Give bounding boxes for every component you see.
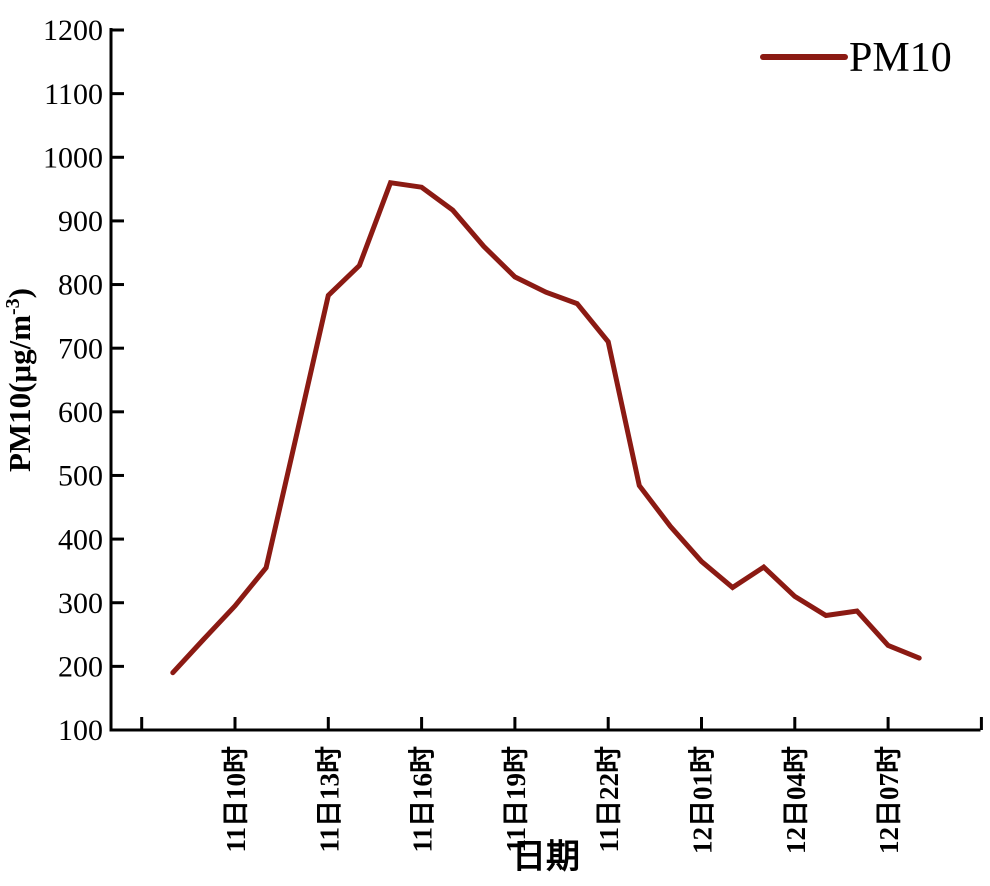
x-tick-label: 12日04时 (781, 746, 811, 854)
x-tick-label: 12日07时 (874, 746, 904, 854)
legend-label: PM10 (849, 35, 952, 81)
y-tick-label: 800 (58, 269, 103, 302)
x-tick-label: 11日13时 (314, 746, 344, 853)
y-tick-label: 900 (58, 205, 103, 238)
x-tick-label: 11日16时 (408, 746, 438, 853)
pm10-series-line (170, 179, 922, 676)
y-tick-label: 200 (58, 651, 103, 684)
y-tick-label: 100 (58, 714, 103, 747)
y-tick-label: 400 (58, 523, 103, 556)
x-tick-label: 12日01时 (688, 746, 718, 854)
y-tick-label: 1200 (43, 14, 103, 47)
y-tick-label: 600 (58, 396, 103, 429)
x-tick-label: 11日22时 (594, 746, 624, 853)
y-tick-label: 1100 (44, 78, 103, 111)
y-axis-title: PM10(μg/m-3) (2, 288, 37, 472)
x-tick-label: 11日19时 (501, 746, 531, 853)
y-tick-label: 700 (58, 332, 103, 365)
y-tick-label: 1000 (43, 141, 103, 174)
x-axis-title: 日期 (512, 839, 580, 876)
y-tick-label: 500 (58, 460, 103, 493)
y-tick-label: 300 (58, 587, 103, 620)
x-tick-label: 11日10时 (221, 746, 251, 853)
